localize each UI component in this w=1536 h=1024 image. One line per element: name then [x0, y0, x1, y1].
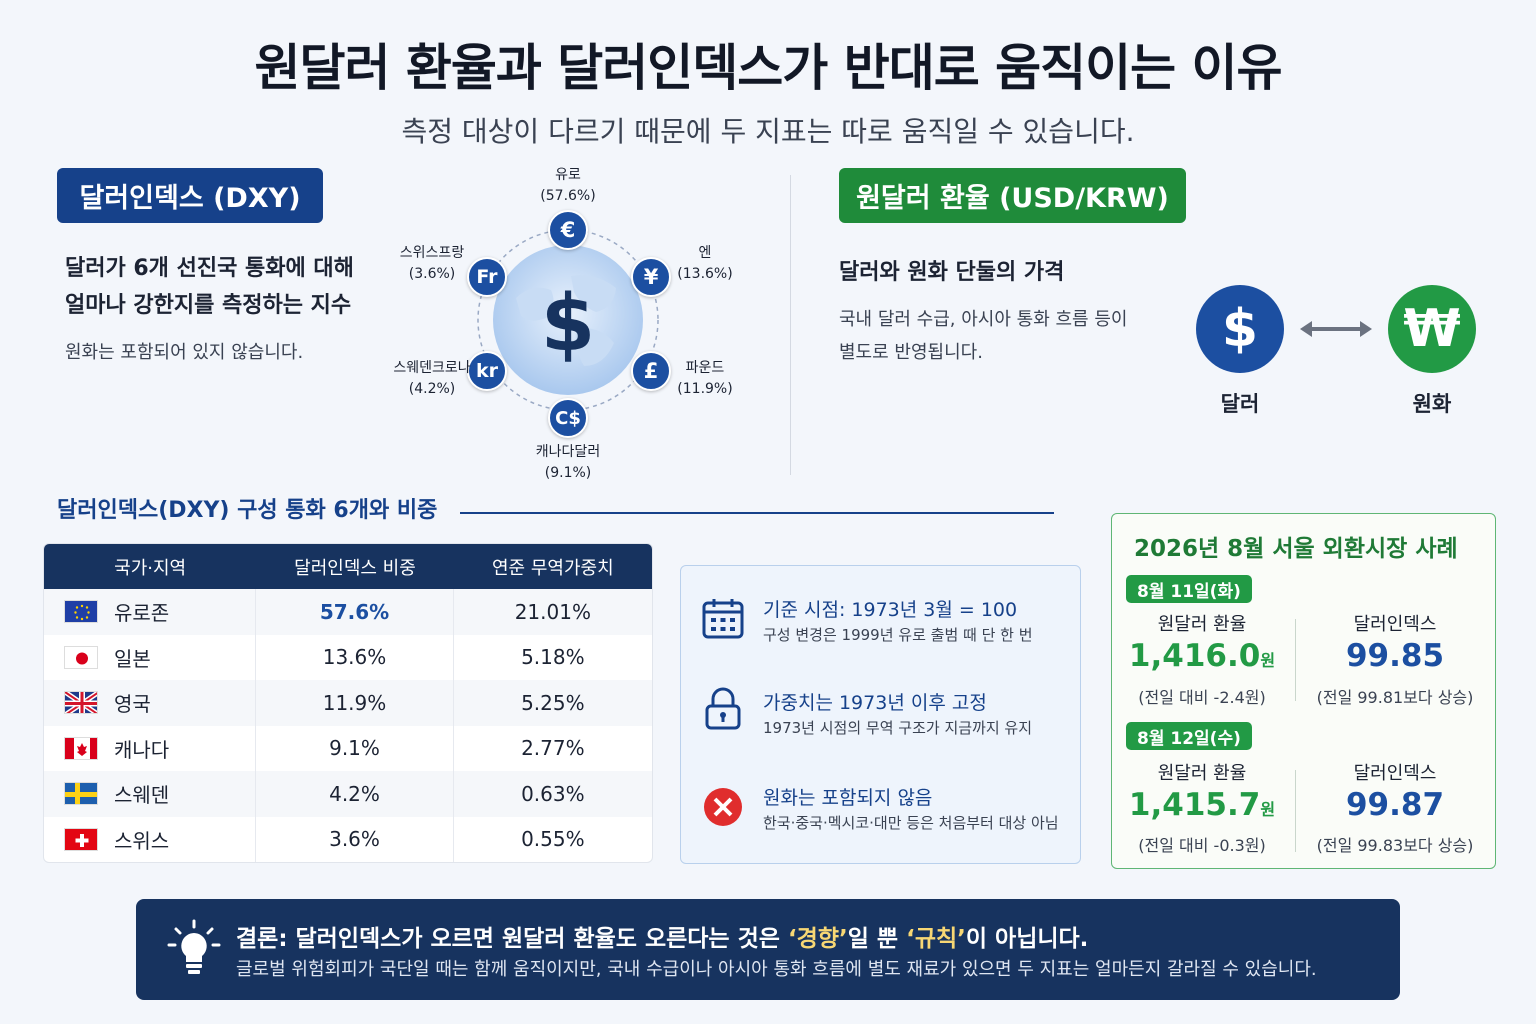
- market-divider: [1295, 770, 1296, 852]
- dxy-change: (전일 99.81보다 상승): [1316, 688, 1474, 707]
- euro-label: 유로 (57.6%): [540, 167, 596, 204]
- krona-icon: kr: [467, 351, 507, 391]
- eu-flag-icon: [64, 600, 98, 624]
- header-dxy-weight: 달러인덱스 비중: [294, 557, 416, 579]
- table-row: 스위스 3.6% 0.55%: [44, 816, 652, 862]
- lock-icon: [705, 687, 741, 730]
- page-subtitle: 측정 대상이 다르기 때문에 두 지표는 따로 움직일 수 있습니다.: [401, 115, 1135, 148]
- krw-value: 1,416.0원: [1128, 638, 1276, 674]
- yen-label: 엔 (13.6%): [677, 245, 733, 282]
- table-row: 일본 13.6% 5.18%: [44, 634, 652, 680]
- conclusion-sub: 글로벌 위험회피가 국단일 때는 함께 움직이지만, 국내 수급이나 아시아 통…: [236, 959, 1317, 980]
- pound-label: 파운드 (11.9%): [677, 360, 733, 397]
- dxy-description: 달러가 6개 선진국 통화에 대해 얼마나 강한지를 측정하는 지수: [65, 250, 395, 324]
- dxy-change: (전일 99.83보다 상승): [1316, 836, 1474, 855]
- trade-weight: 21.01%: [514, 599, 591, 624]
- dxy-facts-box: 기준 시점: 1973년 3월 = 100 구성 변경은 1999년 유로 출범…: [680, 565, 1081, 864]
- dxy-weight: 3.6%: [256, 816, 454, 862]
- canadian-dollar-icon: C$: [548, 398, 588, 438]
- yen-icon: ¥: [631, 257, 671, 297]
- krw-description: 달러와 원화 단둘의 가격: [839, 260, 1065, 285]
- franc-label: 스위스프랑 (3.6%): [399, 245, 465, 282]
- info-sub-fixed: 1973년 시점의 무역 구조가 지금까지 유지: [763, 719, 1033, 737]
- dxy-weight: 4.2%: [256, 771, 454, 817]
- euro-icon: €: [548, 210, 588, 250]
- dxy-weight: 9.1%: [256, 725, 454, 771]
- country-name: 유로존: [114, 601, 170, 626]
- lightbulb-icon: [167, 919, 221, 974]
- info-heading-base: 기준 시점: 1973년 3월 = 100: [763, 599, 1018, 621]
- dxy-weight: 11.9%: [256, 680, 454, 726]
- krw-value: 1,415.7원: [1128, 787, 1276, 823]
- dxy-note: 원화는 포함되어 있지 않습니다.: [65, 342, 304, 363]
- dollar-label: 달러: [1220, 392, 1260, 416]
- conclusion-heading: 결론: 달러인덱스가 오르면 원달러 환율도 오른다는 것은 ‘경향’일 뿐 ‘…: [236, 926, 1089, 952]
- dxy-weight: 13.6%: [256, 634, 454, 680]
- franc-icon: Fr: [467, 257, 507, 297]
- market-title: 2026년 8월 서울 외환시장 사례: [1134, 536, 1458, 562]
- table-title: 달러인덱스(DXY) 구성 통화 6개와 비중: [57, 498, 438, 523]
- table-row: 스웨덴 4.2% 0.63%: [44, 771, 652, 817]
- krw-label: 원달러 환율: [1157, 763, 1247, 784]
- krw-tag: 원달러 환율 (USD/KRW): [839, 168, 1186, 223]
- uk-flag-icon: [64, 691, 98, 715]
- section-divider: [790, 175, 791, 475]
- canada-flag-icon: [64, 736, 98, 760]
- dxy-label: 달러인덱스: [1353, 763, 1437, 784]
- trade-weight: 2.77%: [521, 736, 585, 761]
- trade-weight: 5.18%: [521, 645, 585, 670]
- info-heading-excluded: 원화는 포함되지 않음: [763, 787, 933, 809]
- dxy-desc-line1: 달러가 6개 선진국 통화에 대해: [65, 256, 354, 281]
- date-badge: 8월 12일(수): [1126, 722, 1252, 750]
- conclusion-banner: 결론: 달러인덱스가 오르면 원달러 환율도 오른다는 것은 ‘경향’일 뿐 ‘…: [136, 899, 1400, 1000]
- x-circle-icon: [704, 788, 742, 826]
- info-sub-excluded: 한국·중국·멕시코·대만 등은 처음부터 대상 아님: [763, 814, 1059, 832]
- krw-label: 원달러 환율: [1157, 614, 1247, 635]
- dxy-value: 99.87: [1345, 787, 1445, 823]
- table-row: 영국 11.9% 5.25%: [44, 680, 652, 726]
- page-title: 원달러 환율과 달러인덱스가 반대로 움직이는 이유: [254, 39, 1282, 97]
- country-name: 스웨덴: [114, 783, 170, 808]
- calendar-icon: [702, 599, 744, 639]
- info-heading-fixed: 가중치는 1973년 이후 고정: [763, 692, 987, 714]
- currency-table: 국가·지역 달러인덱스 비중 연준 무역가중치 유로존 57.6% 21.01%…: [43, 543, 653, 863]
- date-badge: 8월 11일(화): [1126, 575, 1252, 603]
- table-header: 국가·지역 달러인덱스 비중 연준 무역가중치: [44, 544, 652, 589]
- trade-weight: 0.55%: [521, 827, 585, 852]
- dxy-label: 달러인덱스: [1353, 614, 1437, 635]
- swiss-flag-icon: [64, 827, 98, 851]
- canadian-dollar-label: 캐나다달러 (9.1%): [535, 444, 601, 481]
- won-coin-icon: ₩: [1388, 285, 1476, 373]
- table-title-rule: [460, 512, 1054, 514]
- country-name: 일본: [114, 646, 151, 671]
- header-country: 국가·지역: [114, 557, 187, 579]
- won-label: 원화: [1412, 392, 1452, 416]
- table-row: 유로존 57.6% 21.01%: [44, 589, 652, 635]
- krona-label: 스웨덴크로나 (4.2%): [393, 360, 471, 397]
- double-arrow-icon: [1300, 321, 1372, 337]
- dollar-center-icon: $: [540, 279, 596, 369]
- table-row: 캐나다 9.1% 2.77%: [44, 725, 652, 771]
- krw-change: (전일 대비 -0.3원): [1138, 836, 1266, 855]
- country-name: 캐나다: [114, 737, 170, 762]
- krw-change: (전일 대비 -2.4원): [1138, 688, 1266, 707]
- market-case-box: 2026년 8월 서울 외환시장 사례 8월 11일(화) 원달러 환율 1,4…: [1111, 513, 1496, 869]
- dxy-weight: 57.6%: [256, 589, 454, 635]
- trade-weight: 5.25%: [521, 690, 585, 715]
- header-trade-weight: 연준 무역가중치: [491, 557, 614, 579]
- pound-icon: £: [631, 351, 671, 391]
- globe-ring-graphic: [477, 229, 659, 411]
- trade-weight: 0.63%: [521, 781, 585, 806]
- dollar-coin-icon: $: [1196, 285, 1284, 373]
- country-name: 영국: [114, 692, 151, 717]
- market-divider: [1295, 619, 1296, 701]
- krw-note: 국내 달러 수급, 아시아 통화 흐름 등이 별도로 반영됩니다.: [839, 309, 1128, 363]
- country-name: 스위스: [114, 828, 170, 853]
- dxy-tag: 달러인덱스 (DXY): [57, 168, 323, 223]
- info-sub-base: 구성 변경은 1999년 유로 출범 때 단 한 번: [763, 626, 1033, 644]
- japan-flag-icon: [64, 645, 98, 669]
- dxy-desc-line2: 얼마나 강한지를 측정하는 지수: [65, 293, 352, 318]
- sweden-flag-icon: [64, 782, 98, 806]
- dxy-value: 99.85: [1345, 638, 1445, 674]
